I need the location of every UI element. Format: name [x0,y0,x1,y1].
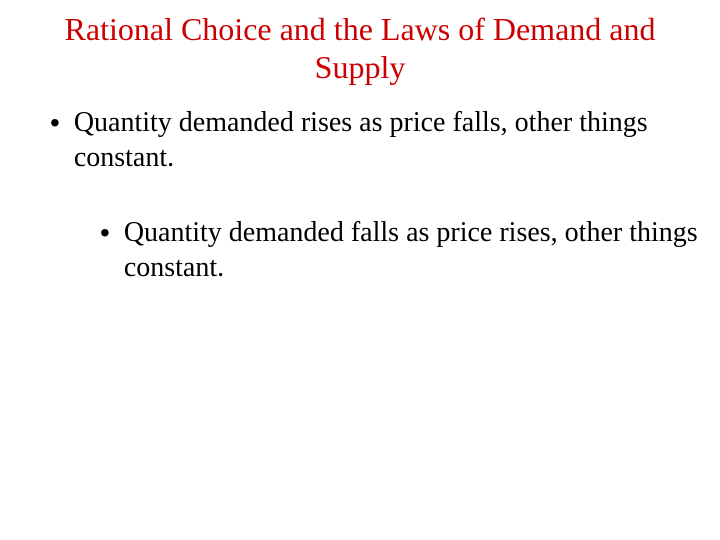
slide-title: Rational Choice and the Laws of Demand a… [20,10,700,87]
bullet-item-1: • Quantity demanded rises as price falls… [50,105,700,175]
bullet-text: Quantity demanded falls as price rises, … [124,215,700,285]
slide-container: Rational Choice and the Laws of Demand a… [0,0,720,540]
bullet-marker-icon: • [50,105,60,140]
bullet-marker-icon: • [100,215,110,250]
bullet-text: Quantity demanded rises as price falls, … [74,105,700,175]
bullet-item-2: • Quantity demanded falls as price rises… [100,215,700,285]
